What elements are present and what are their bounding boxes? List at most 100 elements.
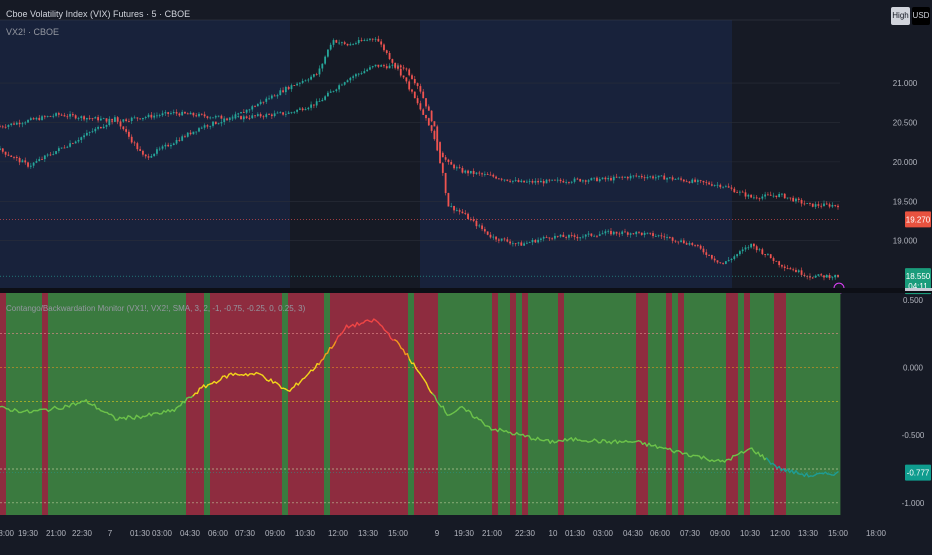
regime-band — [444, 293, 450, 515]
candle-body — [83, 135, 85, 137]
candle-body — [288, 113, 290, 114]
regime-band — [618, 293, 624, 515]
high-button[interactable]: High — [891, 7, 910, 25]
regime-band — [666, 293, 672, 515]
regime-band — [330, 293, 336, 515]
candle-body — [408, 81, 410, 89]
candle-body — [19, 123, 21, 124]
candle-body — [691, 243, 693, 245]
candle-body — [481, 173, 483, 174]
candle-body — [663, 236, 665, 237]
candle-body — [52, 154, 54, 155]
candle-body — [358, 40, 360, 43]
candle-body — [795, 199, 797, 202]
candle-body — [363, 71, 365, 73]
candle-body — [616, 232, 618, 234]
time-axis-tick: 15:00 — [388, 529, 409, 538]
regime-band — [192, 293, 198, 515]
candle-body — [686, 243, 688, 244]
candle-body — [254, 115, 256, 116]
candle-body — [321, 64, 323, 69]
candle-body — [100, 119, 102, 121]
candle-body — [383, 45, 385, 51]
candle-body — [448, 160, 450, 162]
regime-band — [234, 293, 240, 515]
candle-body — [476, 221, 478, 226]
candle-body — [719, 185, 721, 187]
candle-body — [352, 44, 354, 45]
regime-band — [300, 293, 306, 515]
candle-body — [450, 206, 452, 207]
candle-body — [694, 245, 696, 246]
candle-body — [478, 173, 480, 174]
candle-body — [206, 116, 208, 118]
candle-body — [24, 160, 26, 162]
candle-body — [442, 163, 444, 173]
candle-body — [490, 175, 492, 176]
candle-body — [649, 233, 651, 234]
candle-body — [47, 116, 49, 117]
regime-band — [612, 293, 618, 515]
time-axis-tick: 18:00 — [866, 529, 887, 538]
candle-body — [789, 268, 791, 269]
candle-body — [92, 131, 94, 132]
candle-body — [187, 113, 189, 114]
candle-body — [431, 111, 433, 122]
time-axis-tick: 19:30 — [454, 529, 475, 538]
regime-band — [654, 293, 660, 515]
candle-body — [700, 180, 702, 181]
candle-body — [369, 39, 371, 40]
candle-body — [543, 181, 545, 183]
candle-body — [831, 205, 833, 207]
candle-body — [44, 116, 46, 117]
candle-body — [579, 237, 581, 238]
candle-body — [397, 67, 399, 69]
time-axis-tick: 15:00 — [828, 529, 849, 538]
candle-body — [599, 179, 601, 181]
time-axis-tick: 21:00 — [46, 529, 67, 538]
candle-body — [319, 68, 321, 74]
regime-band — [366, 293, 372, 515]
candle-body — [784, 194, 786, 199]
time-axis-tick: 12:00 — [770, 529, 791, 538]
candle-body — [50, 155, 52, 156]
candle-body — [495, 237, 497, 240]
candle-body — [277, 95, 279, 96]
candle-body — [506, 239, 508, 241]
candle-body — [764, 254, 766, 255]
candle-body — [565, 182, 567, 183]
regime-band — [144, 293, 150, 515]
candle-body — [78, 140, 80, 142]
candle-body — [299, 109, 301, 110]
time-axis-tick: 21:00 — [482, 529, 503, 538]
regime-band — [420, 293, 426, 515]
regime-band — [0, 293, 6, 515]
candle-body — [669, 237, 671, 238]
candle-body — [249, 118, 251, 119]
candle-body — [201, 114, 203, 115]
candle-body — [145, 155, 147, 157]
candle-body — [80, 116, 82, 118]
candle-body — [462, 168, 464, 173]
candle-body — [274, 96, 276, 97]
candle-body — [680, 240, 682, 242]
candle-body — [69, 114, 71, 116]
candle-body — [481, 226, 483, 230]
candle-body — [554, 236, 556, 239]
currency-button[interactable]: USD — [912, 7, 930, 25]
regime-band — [456, 293, 462, 515]
candle-body — [675, 241, 677, 242]
candle-body — [218, 123, 220, 124]
candle-body — [742, 192, 744, 193]
candle-body — [661, 235, 663, 236]
candle-body — [181, 112, 183, 115]
candle-body — [128, 121, 130, 122]
candle-body — [593, 178, 595, 179]
candle-body — [363, 40, 365, 41]
candle-body — [633, 233, 635, 234]
regime-band — [42, 293, 48, 515]
candle-body — [745, 192, 747, 196]
time-axis-tick: 13:30 — [798, 529, 819, 538]
candle-body — [697, 245, 699, 246]
